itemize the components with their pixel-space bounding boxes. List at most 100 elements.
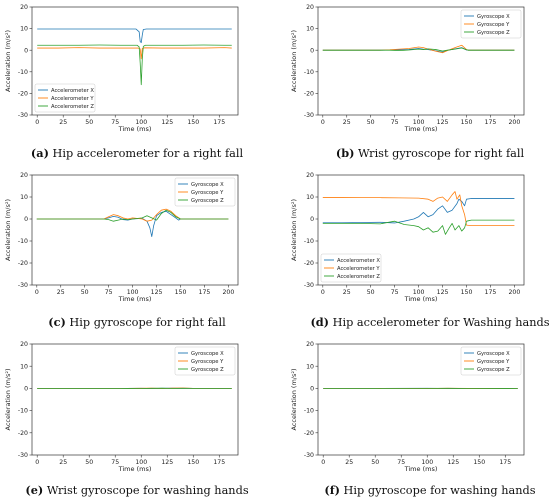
x-tick-label: 175 — [485, 289, 497, 296]
y-tick-label: -20 — [18, 430, 28, 437]
legend-box — [34, 83, 96, 113]
x-tick-label: 0 — [35, 459, 39, 466]
x-tick-label: 150 — [187, 119, 199, 126]
x-tick-label: 175 — [499, 459, 511, 466]
x-axis-label: Time (ms) — [404, 465, 438, 473]
x-tick-label: 75 — [111, 119, 119, 126]
y-tick-label: 20 — [20, 4, 28, 11]
x-tick-label: 150 — [187, 459, 199, 466]
y-axis-label: Acceleration (m/s²) — [4, 30, 12, 92]
y-tick-label: -10 — [304, 408, 314, 415]
y-tick-label: -20 — [304, 430, 314, 437]
legend: Gyroscope X Gyroscope Y Gyroscope Z — [460, 9, 522, 39]
y-tick-label: 10 — [306, 194, 314, 201]
legend: Gyroscope X Gyroscope Y Gyroscope Z — [174, 177, 236, 207]
y-tick-label: 10 — [306, 26, 314, 33]
y-tick-label: -30 — [304, 112, 314, 119]
x-tick-label: 125 — [437, 119, 449, 126]
x-tick-label: 175 — [213, 119, 225, 126]
plot-frame — [31, 343, 239, 456]
x-tick-label: 25 — [57, 289, 65, 296]
plot-frame — [317, 174, 525, 286]
caption-tag: (e) — [25, 483, 43, 497]
x-tick-label: 150 — [461, 119, 473, 126]
y-tick-label: -30 — [304, 452, 314, 459]
x-tick-label: 50 — [81, 289, 89, 296]
y-tick-label: -10 — [18, 238, 28, 245]
y-tick-label: -30 — [304, 282, 314, 289]
y-tick-label: -30 — [18, 452, 28, 459]
x-tick-label: 25 — [343, 289, 351, 296]
y-tick-label: 20 — [306, 341, 314, 348]
x-tick-label: 125 — [437, 289, 449, 296]
legend-label: Gyroscope Y — [191, 190, 224, 196]
legend-label: Accelerometer X — [337, 258, 380, 264]
x-tick-label: 25 — [343, 119, 351, 126]
series-line-accelerometer-z — [37, 44, 232, 86]
y-tick-label: 20 — [20, 341, 28, 348]
y-tick-label: 20 — [20, 172, 28, 179]
series-line-gyroscope-y — [36, 208, 229, 222]
plot-frame — [31, 6, 239, 116]
y-tick-label: 20 — [306, 4, 314, 11]
legend-box — [320, 253, 382, 283]
x-tick-label: 50 — [85, 119, 93, 126]
legend-label: Gyroscope X — [191, 182, 224, 188]
y-tick-label: -20 — [304, 91, 314, 98]
plot-frame — [31, 174, 239, 286]
y-tick-label: 10 — [306, 363, 314, 370]
x-tick-label: 150 — [175, 289, 187, 296]
x-tick-label: 200 — [509, 289, 521, 296]
y-tick-label: 0 — [310, 386, 314, 393]
caption-tag: (d) — [310, 315, 329, 329]
caption-tag: (f) — [324, 483, 340, 497]
x-tick-label: 50 — [367, 119, 375, 126]
y-tick-label: 10 — [20, 363, 28, 370]
y-tick-label: 0 — [310, 216, 314, 223]
y-tick-label: 20 — [306, 172, 314, 179]
panel-caption: (f) Hip gyroscope for washing hands — [324, 483, 535, 497]
y-axis-label: Acceleration (m/s²) — [4, 368, 12, 430]
y-tick-label: -10 — [304, 69, 314, 76]
legend-label: Gyroscope X — [477, 14, 510, 20]
legend-label: Gyroscope X — [477, 351, 510, 357]
y-tick-label: -20 — [18, 91, 28, 98]
y-tick-label: -20 — [304, 260, 314, 267]
caption-text: Hip accelerometer for Washing hands — [329, 316, 550, 329]
y-tick-label: -10 — [304, 238, 314, 245]
x-tick-label: 175 — [213, 459, 225, 466]
panel-caption: (d) Hip accelerometer for Washing hands — [310, 315, 549, 329]
series-line-accelerometer-y — [37, 47, 232, 60]
series-line-accelerometer-x — [322, 198, 515, 224]
x-tick-label: 175 — [485, 119, 497, 126]
y-tick-label: 0 — [310, 47, 314, 54]
legend-label: Gyroscope Y — [477, 22, 510, 28]
x-tick-label: 125 — [161, 119, 173, 126]
series-line-gyroscope-x — [36, 210, 229, 238]
legend-label: Gyroscope Z — [191, 198, 224, 204]
caption-text: Hip accelerometer for a right fall — [49, 147, 244, 160]
x-tick-label: 125 — [151, 289, 163, 296]
legend-label: Accelerometer Z — [51, 104, 94, 110]
x-tick-label: 75 — [391, 119, 399, 126]
series-line-gyroscope-z — [36, 209, 229, 222]
y-tick-label: -10 — [18, 408, 28, 415]
panel-caption: (a) Hip accelerometer for a right fall — [31, 146, 244, 160]
x-tick-label: 0 — [35, 119, 39, 126]
series-line-accelerometer-y — [322, 191, 515, 227]
y-tick-label: -10 — [18, 69, 28, 76]
x-tick-label: 100 — [413, 289, 425, 296]
panel-caption: (e) Wrist gyroscope for washing hands — [25, 483, 248, 497]
x-tick-label: 100 — [127, 289, 139, 296]
x-axis-label: Time (ms) — [404, 295, 438, 303]
legend-label: Gyroscope Z — [477, 30, 510, 36]
legend-label: Accelerometer Y — [337, 266, 380, 272]
x-tick-label: 50 — [367, 289, 375, 296]
caption-tag: (c) — [48, 315, 66, 329]
legend: Accelerometer X Accelerometer Y Accelerome… — [320, 253, 382, 283]
legend-label: Accelerometer Z — [337, 274, 380, 280]
